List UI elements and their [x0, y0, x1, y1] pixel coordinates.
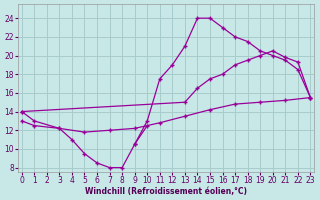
X-axis label: Windchill (Refroidissement éolien,°C): Windchill (Refroidissement éolien,°C) [85, 187, 247, 196]
